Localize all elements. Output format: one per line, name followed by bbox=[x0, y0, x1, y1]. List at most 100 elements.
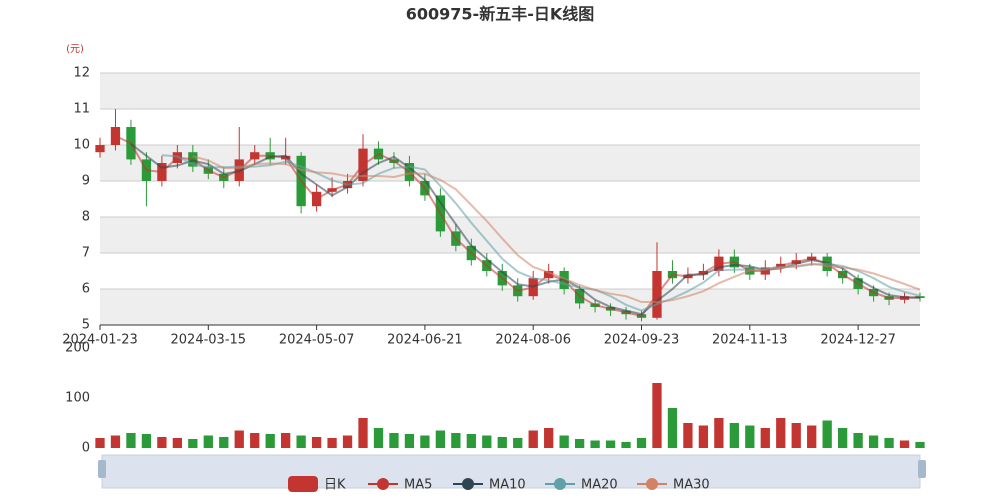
x-tick-label: 2024-12-27 bbox=[820, 333, 896, 348]
volume-bar bbox=[605, 440, 616, 448]
volume-bar bbox=[389, 433, 399, 448]
volume-bar bbox=[667, 408, 678, 448]
legend-label: MA20 bbox=[581, 478, 618, 493]
volume-bar bbox=[234, 430, 244, 448]
volume-bar bbox=[327, 438, 337, 448]
volume-bar bbox=[342, 435, 353, 448]
legend-item[interactable]: MA5 bbox=[368, 478, 432, 493]
y-axis-label: (元) bbox=[66, 44, 84, 55]
y-tick-label: 9 bbox=[82, 174, 90, 189]
volume-bar bbox=[807, 425, 817, 448]
volume-bar bbox=[822, 420, 832, 448]
legend-label: MA30 bbox=[673, 478, 710, 493]
y-tick-label: 6 bbox=[82, 282, 90, 297]
x-tick-label: 2024-01-23 bbox=[62, 333, 138, 348]
volume-bar bbox=[590, 440, 600, 448]
volume-bar bbox=[513, 438, 523, 448]
volume-bar bbox=[420, 435, 430, 448]
volume-bar bbox=[497, 437, 507, 448]
split-band bbox=[100, 289, 920, 325]
volume-bar bbox=[528, 430, 538, 448]
volume-bar bbox=[188, 439, 198, 448]
volume-bar bbox=[265, 434, 275, 448]
candle-body bbox=[95, 145, 105, 153]
volume-bar bbox=[698, 425, 709, 448]
volume-bar bbox=[652, 383, 662, 448]
volume-bar bbox=[466, 434, 476, 448]
volume-bar bbox=[435, 430, 446, 448]
volume-bar bbox=[95, 438, 105, 448]
volume-bar bbox=[203, 435, 213, 448]
volume-bar bbox=[126, 433, 136, 448]
split-area bbox=[100, 73, 920, 325]
data-zoom[interactable] bbox=[98, 454, 926, 489]
y-tick-label: 11 bbox=[73, 102, 90, 117]
volume-bar bbox=[868, 435, 879, 448]
split-band bbox=[100, 73, 920, 109]
y-tick-label: 100 bbox=[65, 391, 90, 406]
legend-label: MA5 bbox=[404, 478, 432, 493]
volume-bar bbox=[760, 428, 770, 448]
legend-swatch bbox=[462, 478, 474, 490]
ma-line bbox=[115, 135, 921, 318]
legend-item[interactable]: 日K bbox=[288, 476, 346, 493]
x-tick-label: 2024-11-13 bbox=[712, 333, 788, 348]
legend: 日K MA5 MA10 MA20 MA30 bbox=[288, 476, 710, 493]
volume-bar bbox=[838, 428, 848, 448]
volume-bar bbox=[574, 439, 585, 448]
y-tick-label: 0 bbox=[82, 441, 90, 456]
volume-bar bbox=[544, 428, 554, 448]
volume-bar bbox=[853, 433, 863, 448]
x-tick-label: 2024-03-15 bbox=[171, 333, 247, 348]
volume-bar bbox=[296, 435, 306, 448]
volume-bar bbox=[884, 438, 894, 448]
candle-body bbox=[110, 127, 121, 145]
x-tick-label: 2024-05-07 bbox=[279, 333, 355, 348]
volume-bar bbox=[899, 440, 910, 448]
volume-bar bbox=[776, 418, 786, 448]
volume-bar bbox=[791, 423, 801, 448]
zoom-handle[interactable] bbox=[918, 460, 926, 478]
volume-bar bbox=[373, 428, 384, 448]
zoom-track[interactable] bbox=[101, 454, 921, 489]
y-tick-label: 5 bbox=[82, 318, 90, 333]
volume-bar bbox=[311, 437, 322, 448]
x-tick-label: 2024-06-21 bbox=[387, 333, 463, 348]
legend-item[interactable]: MA10 bbox=[453, 478, 526, 493]
x-tick-label: 2024-09-23 bbox=[604, 333, 680, 348]
volume-bar bbox=[559, 435, 569, 448]
volume-bar bbox=[683, 423, 693, 448]
legend-item[interactable]: MA20 bbox=[545, 478, 618, 493]
volume-bar bbox=[636, 438, 647, 448]
chart-title: 600975-新五丰-日K线图 bbox=[406, 5, 594, 24]
y-tick-label: 7 bbox=[82, 246, 90, 261]
legend-swatch bbox=[288, 476, 318, 492]
volume-bar bbox=[714, 418, 724, 448]
y-tick-label: 10 bbox=[73, 138, 90, 153]
x-tick-label: 2024-08-06 bbox=[495, 333, 571, 348]
volume-bar bbox=[157, 437, 167, 448]
legend-swatch bbox=[646, 478, 658, 490]
volume-bar bbox=[250, 433, 260, 448]
volume-bar bbox=[219, 437, 229, 448]
zoom-handle[interactable] bbox=[98, 460, 106, 478]
y-tick-label: 8 bbox=[82, 210, 90, 225]
volume-bar bbox=[745, 425, 755, 448]
volume-bar bbox=[915, 442, 925, 448]
legend-swatch bbox=[554, 478, 566, 490]
legend-label: 日K bbox=[324, 478, 346, 493]
ma-line bbox=[192, 155, 921, 303]
y-tick-label: 200 bbox=[65, 341, 90, 356]
volume-bar bbox=[141, 434, 152, 448]
volume-bar bbox=[110, 435, 121, 448]
y-tick-label: 12 bbox=[73, 66, 90, 81]
volume-bar bbox=[621, 442, 631, 448]
legend-item[interactable]: MA30 bbox=[637, 478, 710, 493]
volume-bar bbox=[281, 433, 291, 448]
volume-bar bbox=[358, 418, 368, 448]
volume-bar bbox=[729, 423, 739, 448]
volume-bar bbox=[404, 434, 415, 448]
volume-bar bbox=[172, 438, 182, 448]
legend-label: MA10 bbox=[489, 478, 526, 493]
